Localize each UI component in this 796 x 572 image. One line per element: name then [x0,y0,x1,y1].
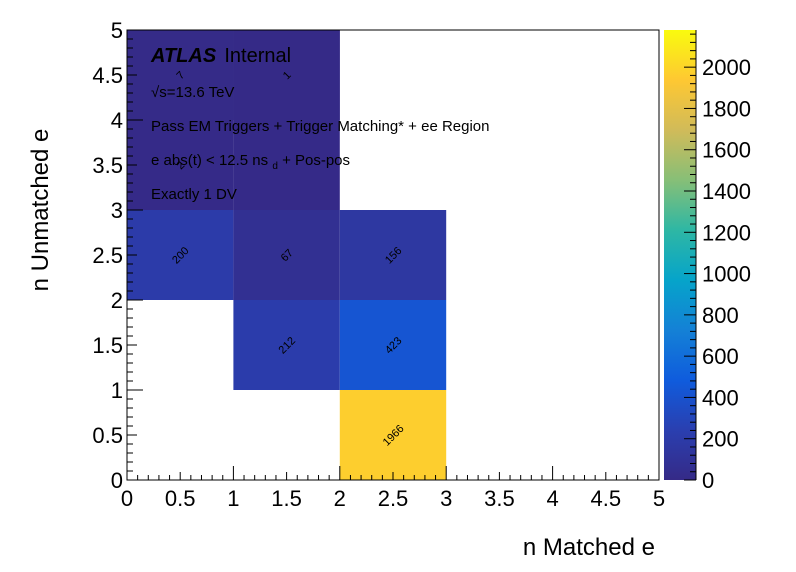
y-tick-label: 1.5 [92,333,123,358]
heatmap-cell [233,300,340,390]
heatmap-cell [127,30,234,120]
y-tick-label: 3.5 [92,153,123,178]
x-tick-label: 1.5 [271,486,302,511]
colorbar-tick-label: 1800 [702,96,751,121]
heatmap-cell [339,390,447,480]
heatmap-cell [233,30,340,120]
colorbar-tick-label: 800 [702,303,739,328]
heatmap-cell [339,300,447,390]
heatmap-cell [127,210,234,300]
y-tick-label: 0 [111,468,123,493]
x-axis: 0 0.5 1 1.5 2 2.5 3 3.5 4 4.5 5 [121,466,665,511]
selection-line-3: Exactly 1 DV [151,186,237,203]
x-tick-label: 4.5 [591,486,622,511]
colorbar-tick-label: 1600 [702,138,751,163]
selection-line-2-main: e abs(t) < 12.5 ns [151,152,268,169]
heatmap-cell [233,210,340,300]
x-tick-label: 2.5 [378,486,409,511]
atlas-brand: ATLAS [150,45,217,67]
colorbar-tick-label: 200 [702,427,739,452]
x-tick-label: 3 [440,486,452,511]
x-tick-label: 1 [227,486,239,511]
atlas-internal: Internal [224,45,291,67]
y-tick-label: 3 [111,198,123,223]
y-tick-label: 5 [111,18,123,43]
selection-line-2-rest: + Pos-pos [282,152,350,169]
selection-line-2: e abs(t) < 12.5 ns d + Pos-pos [151,152,350,173]
atlas-label: ATLAS Internal [150,45,291,67]
heatmap-cell [339,210,447,300]
x-tick-label: 4 [546,486,558,511]
x-tick-label: 0 [121,486,133,511]
colorbar-tick-label: 1400 [702,179,751,204]
colorbar-tick-label: 1000 [702,262,751,287]
colorbar-axis: 0 200 400 600 800 1000 1200 1400 1600 1800 2000 [684,30,751,493]
cells-layer [127,30,447,480]
y-tick-label: 2.5 [92,243,123,268]
colorbar-tick-label: 400 [702,385,739,410]
y-tick-label: 4.5 [92,63,123,88]
colorbar [664,30,696,480]
y-tick-label: 0.5 [92,423,123,448]
selection-line-1: Pass EM Triggers + Trigger Matching* + e… [151,118,490,135]
colorbar-tick-label: 2000 [702,55,751,80]
y-tick-label: 1 [111,378,123,403]
colorbar-tick-label: 600 [702,344,739,369]
colorbar-tick-label: 0 [702,468,714,493]
y-axis-title: n Unmatched e [27,129,54,292]
x-tick-label: 5 [653,486,665,511]
y-axis: 0 0.5 1 1.5 2 2.5 3 3.5 4 4.5 5 [92,18,143,493]
x-tick-label: 2 [334,486,346,511]
y-tick-label: 2 [111,288,123,313]
y-tick-label: 4 [111,108,123,133]
x-axis-title: n Matched e [523,534,655,561]
colorbar-tick-label: 1200 [702,220,751,245]
energy-label: √s=13.6 TeV [151,84,234,101]
x-tick-label: 3.5 [484,486,515,511]
selection-line-2-sub: d [272,161,278,172]
x-tick-label: 0.5 [165,486,196,511]
